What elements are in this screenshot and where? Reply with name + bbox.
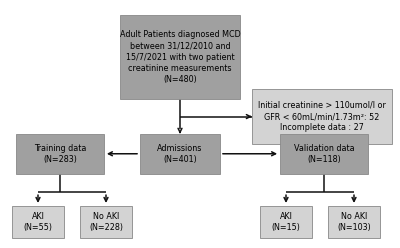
Text: Validation data
(N=118): Validation data (N=118) [294, 144, 354, 164]
Text: Initial creatinine > 110umol/l or
GFR < 60mL/min/1.73m²: 52
Incomplete data : 27: Initial creatinine > 110umol/l or GFR < … [258, 101, 386, 132]
Text: Admissions
(N=401): Admissions (N=401) [157, 144, 203, 164]
FancyBboxPatch shape [120, 15, 240, 99]
Text: AKI
(N=15): AKI (N=15) [272, 212, 300, 232]
FancyBboxPatch shape [260, 206, 312, 238]
FancyBboxPatch shape [16, 134, 104, 174]
Text: Training data
(N=283): Training data (N=283) [34, 144, 86, 164]
FancyBboxPatch shape [12, 206, 64, 238]
FancyBboxPatch shape [328, 206, 380, 238]
Text: Adult Patients diagnosed MCD
between 31/12/2010 and
15/7/2021 with two patient
c: Adult Patients diagnosed MCD between 31/… [120, 30, 240, 84]
FancyBboxPatch shape [80, 206, 132, 238]
Text: AKI
(N=55): AKI (N=55) [24, 212, 52, 232]
Text: No AKI
(N=103): No AKI (N=103) [337, 212, 371, 232]
FancyBboxPatch shape [140, 134, 220, 174]
FancyBboxPatch shape [252, 89, 392, 144]
FancyBboxPatch shape [280, 134, 368, 174]
Text: No AKI
(N=228): No AKI (N=228) [89, 212, 123, 232]
